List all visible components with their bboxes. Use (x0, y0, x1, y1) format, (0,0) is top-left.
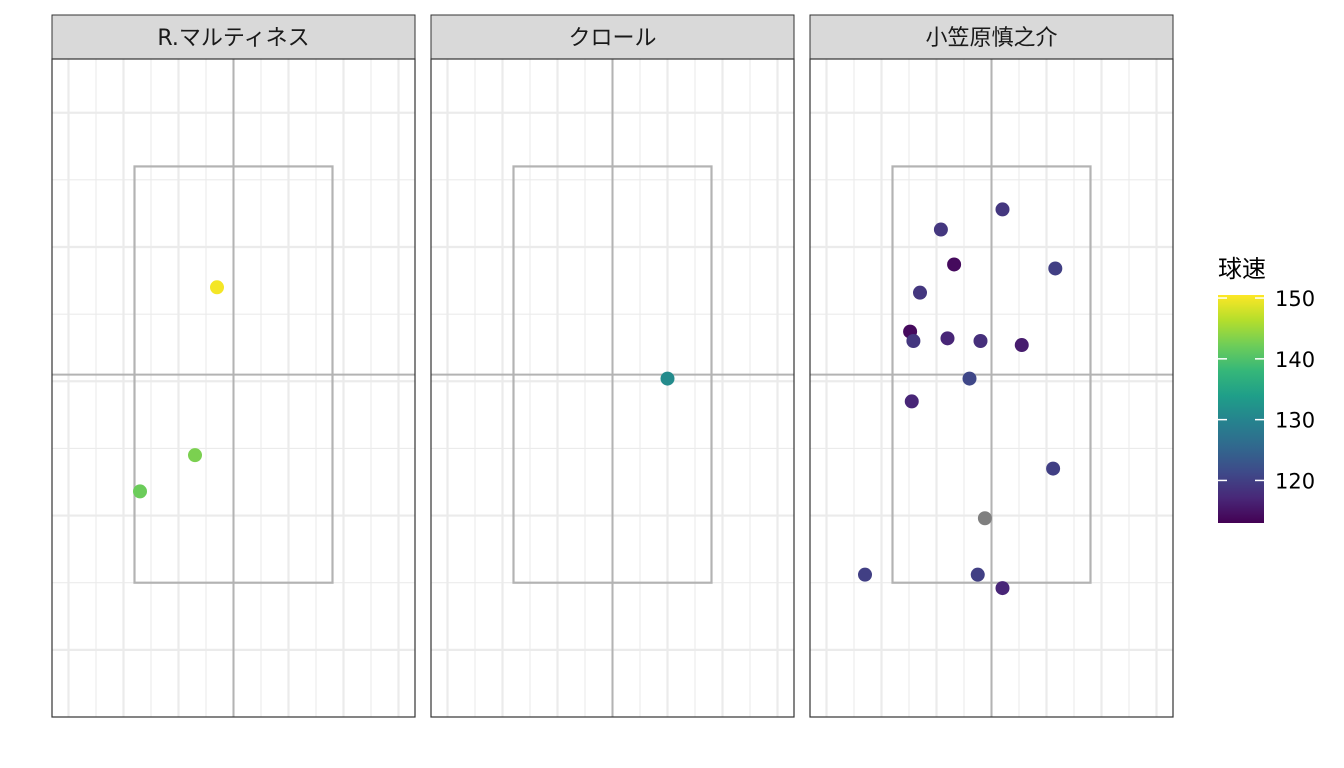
pitch-point (1014, 338, 1029, 353)
panel-grid (431, 59, 794, 717)
facet-strip (430, 14, 795, 60)
pitch-point (977, 511, 992, 526)
pitch-point (1048, 261, 1063, 276)
pitch-point (1046, 461, 1061, 476)
pitch-point (995, 202, 1010, 217)
facet-label: R.マルティネス (157, 26, 309, 51)
facet-label: 小笠原慎之介 (925, 26, 1057, 51)
pitch-point (210, 280, 224, 295)
legend-tick-label: 130 (1275, 409, 1315, 433)
pitch-point (133, 484, 147, 499)
pitch-point (660, 371, 675, 386)
legend-title: 球速 (1218, 255, 1266, 283)
facet-panel: クロール (430, 14, 795, 718)
strike-zone (133, 165, 334, 584)
pitch-point (947, 257, 962, 272)
pitch-point (970, 567, 985, 582)
legend-colorbar (1218, 295, 1264, 523)
pitch-point (906, 334, 921, 348)
panel-grid (52, 59, 415, 717)
pitch-point (962, 371, 977, 386)
pitch-point (188, 448, 202, 463)
panel-border (51, 58, 416, 718)
legend: 球速 120 130 140 150 (1218, 255, 1315, 523)
panel-grid (810, 59, 1173, 717)
strike-zone (891, 165, 1092, 584)
pitch-point (858, 567, 872, 582)
facet-label: クロール (568, 26, 656, 51)
legend-tick-label: 150 (1275, 287, 1315, 311)
pitch-point (973, 334, 988, 348)
legend-tick-label: 120 (1275, 469, 1315, 493)
panel-border (430, 58, 795, 718)
facet-strip (51, 14, 416, 60)
strike-zone (512, 165, 713, 584)
legend-tick-label: 140 (1275, 348, 1315, 372)
pitch-point (933, 222, 948, 237)
pitch-point (904, 394, 919, 409)
pitch-point (995, 581, 1010, 596)
facet-strip (809, 14, 1174, 60)
pitch-point (940, 331, 955, 346)
pitch-point (913, 285, 927, 300)
panel-border (809, 58, 1174, 718)
facet-panel: 小笠原慎之介 (809, 14, 1174, 718)
facet-panel: R.マルティネス (51, 14, 416, 718)
